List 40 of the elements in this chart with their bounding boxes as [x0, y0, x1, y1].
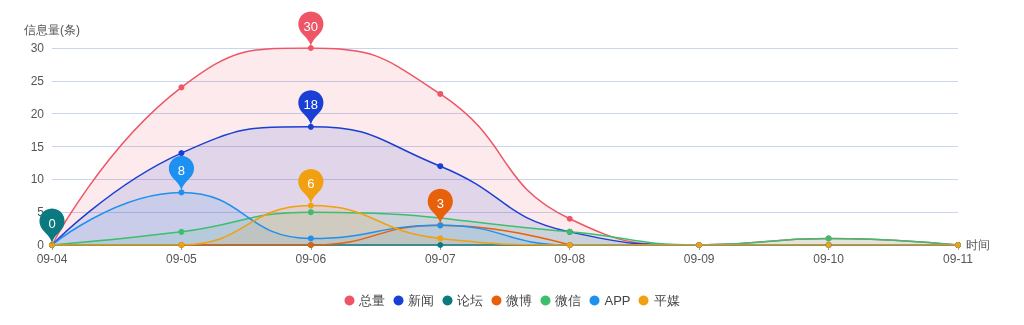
- x-tick-label: 09-11: [943, 252, 974, 266]
- data-label: 0: [48, 215, 56, 231]
- point: [566, 215, 573, 222]
- data-label: 3: [436, 195, 444, 211]
- x-tick-label: 09-06: [295, 252, 327, 266]
- y-tick-label: 10: [30, 172, 45, 187]
- y-tick-label: 25: [30, 73, 45, 88]
- point: [307, 209, 314, 216]
- data-label: 30: [303, 18, 319, 34]
- y-tick-label: 30: [30, 41, 45, 55]
- point: [307, 123, 314, 130]
- x-tick-label: 09-09: [683, 252, 715, 266]
- data-label: 18: [303, 97, 319, 113]
- y-axis-title: 信息量(条): [24, 23, 80, 37]
- legend-label: 新闻: [408, 293, 435, 308]
- y-tick-label: 15: [30, 139, 45, 154]
- data-label: 8: [177, 163, 186, 179]
- data-label: 6: [307, 176, 315, 192]
- x-tick-label: 09-10: [813, 252, 845, 266]
- legend-label: 论坛: [457, 293, 484, 308]
- point: [437, 90, 444, 97]
- point: [307, 235, 314, 242]
- point: [178, 228, 185, 235]
- point: [178, 84, 185, 91]
- point: [307, 45, 314, 51]
- point: [437, 163, 444, 170]
- x-tick-label: 09-08: [554, 252, 586, 266]
- y-tick-label: 0: [37, 238, 45, 252]
- legend-label: 总量: [358, 293, 386, 308]
- y-tick-label: 20: [30, 106, 45, 121]
- point: [307, 202, 314, 209]
- x-tick-label: 09-07: [424, 252, 456, 266]
- x-tick-label: 09-04: [36, 252, 68, 266]
- legend-label: 平媒: [653, 293, 680, 308]
- legend-label: 微博: [506, 293, 533, 308]
- x-axis-title: 时间: [966, 238, 990, 252]
- legend-label: 微信: [555, 293, 582, 308]
- point: [178, 150, 185, 157]
- x-tick-label: 09-05: [166, 252, 198, 266]
- legend-label: APP: [604, 293, 631, 308]
